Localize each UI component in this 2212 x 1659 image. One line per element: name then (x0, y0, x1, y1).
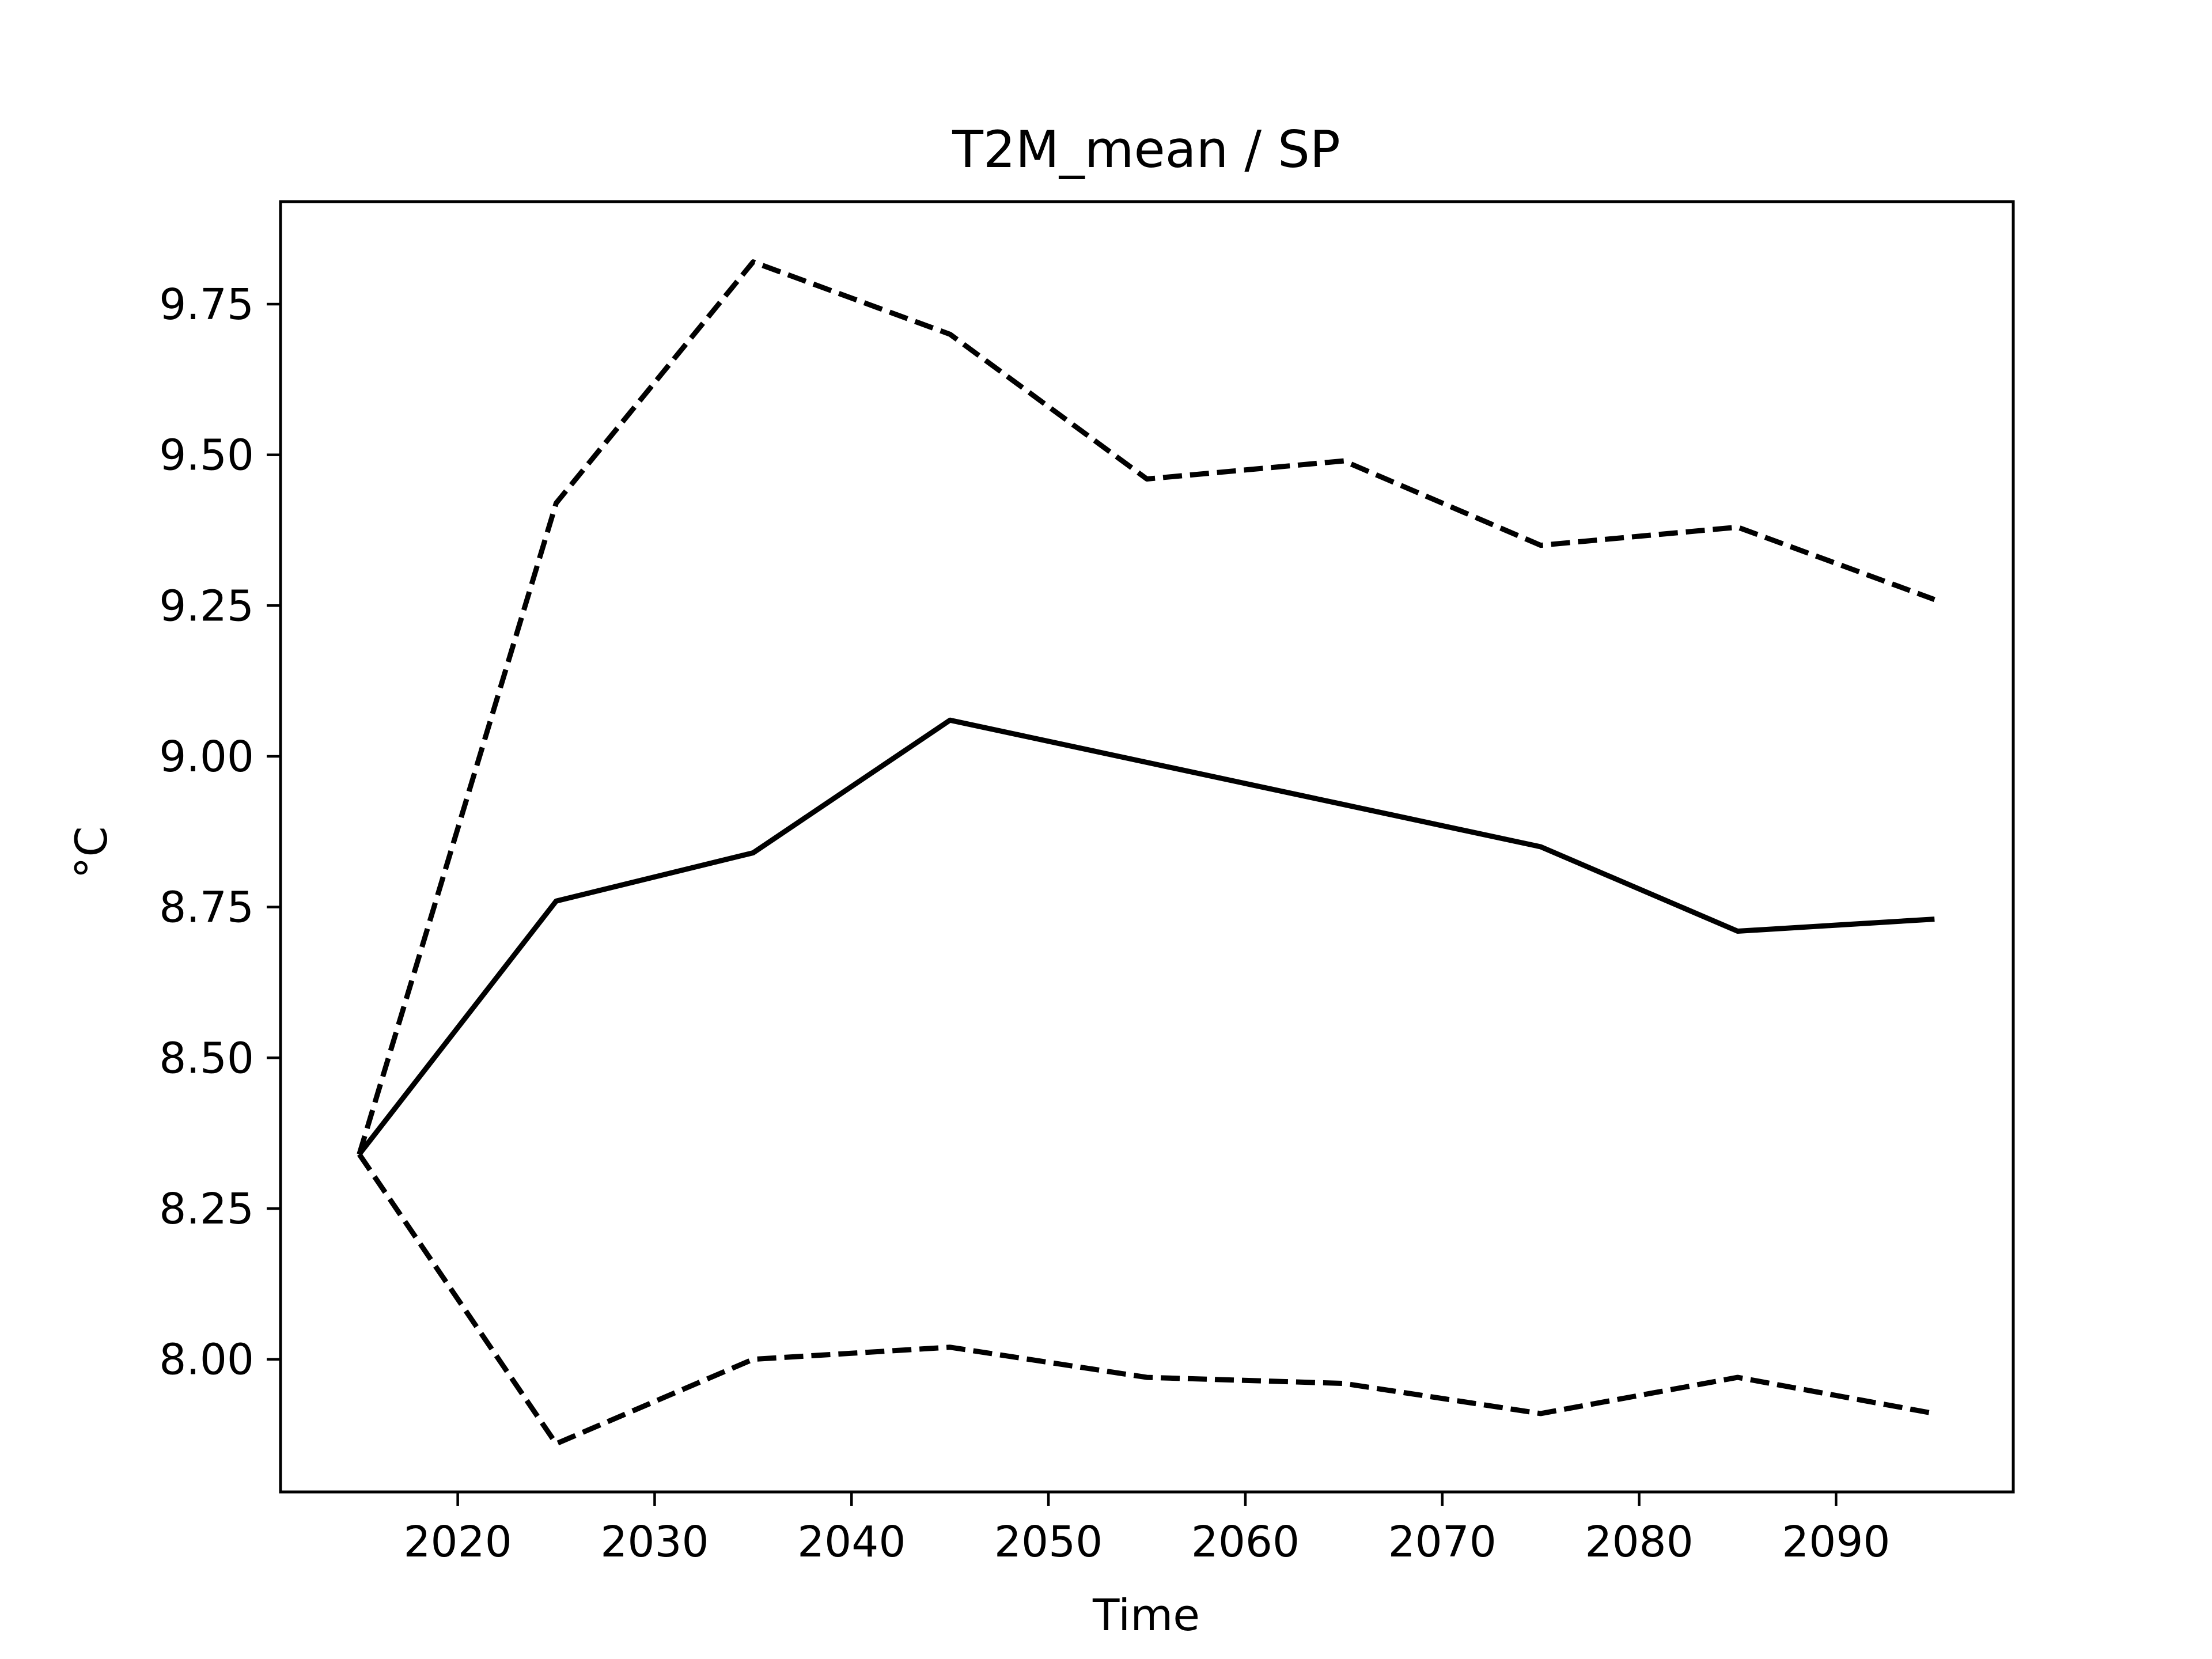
upper-dashed-series-line (357, 259, 1936, 1156)
y-tick-label: 9.75 (159, 280, 254, 329)
y-tick-label: 8.00 (159, 1335, 254, 1385)
x-tick-label: 2080 (1585, 1517, 1693, 1567)
x-axis: 2020 2030 2040 2050 2060 2070 2080 2090 (403, 1492, 1891, 1567)
x-axis-label: Time (1092, 1589, 1200, 1641)
series-layer (357, 259, 1936, 1446)
x-tick-label: 2040 (797, 1517, 906, 1567)
x-tick-label: 2020 (403, 1517, 512, 1567)
x-tick-label: 2090 (1782, 1517, 1890, 1567)
median-solid-series-line (357, 717, 1935, 1156)
plot-frame (279, 200, 2015, 1494)
y-axis: 8.00 8.25 8.50 8.75 9.00 9.25 9.50 9.75 (159, 280, 281, 1385)
lower-dashed-series-line (357, 1153, 1936, 1446)
y-tick-label: 8.25 (159, 1184, 254, 1234)
y-tick-label: 9.50 (159, 431, 254, 480)
x-tick-label: 2070 (1388, 1517, 1497, 1567)
x-tick-label: 2050 (994, 1517, 1103, 1567)
y-tick-label: 8.75 (159, 883, 254, 933)
y-tick-label: 9.00 (159, 732, 254, 782)
x-tick-label: 2060 (1191, 1517, 1300, 1567)
chart-title: T2M_mean / SP (952, 120, 1340, 179)
y-axis-label: °C (66, 826, 117, 878)
y-tick-label: 9.25 (159, 581, 254, 631)
y-tick-label: 8.50 (159, 1033, 254, 1083)
x-tick-label: 2030 (600, 1517, 709, 1567)
